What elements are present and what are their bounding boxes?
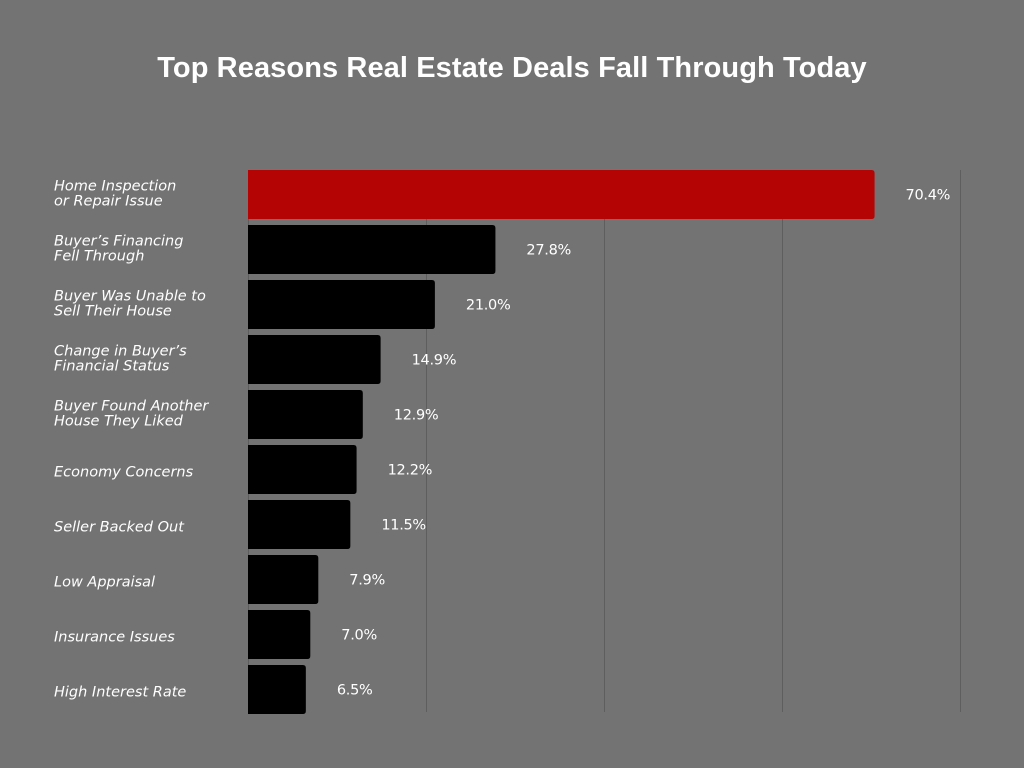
category-label: Seller Backed Out [54, 520, 185, 536]
category-label-line: Fell Through [54, 249, 144, 265]
category-label: Economy Concerns [54, 465, 194, 481]
value-label: 6.5% [337, 683, 373, 699]
category-labels: Home Inspection or Repair Issue Buyer’s Fi… [54, 179, 209, 701]
category-label: Buyer’s Financing Fell Through [54, 234, 183, 265]
bar-7 [248, 555, 319, 604]
bar-4 [248, 390, 363, 439]
bar-1 [248, 225, 496, 274]
value-label: 12.9% [394, 408, 439, 424]
category-label-line: House They Liked [54, 414, 184, 430]
category-label-line: Change in Buyer’s [54, 344, 187, 360]
value-label: 7.9% [349, 573, 385, 589]
category-label-line: Financial Status [54, 359, 170, 375]
category-label: Change in Buyer’s Financial Status [54, 344, 187, 375]
bar-8 [248, 610, 311, 659]
bar-0 [248, 170, 875, 219]
bar-6 [248, 500, 351, 549]
category-label-line: Buyer’s Financing [54, 234, 183, 250]
category-label: Buyer Was Unable to Sell Their House [54, 289, 206, 320]
category-label: High Interest Rate [54, 685, 186, 701]
value-label: 14.9% [412, 353, 457, 369]
bar-3 [248, 335, 381, 384]
value-label: 7.0% [341, 628, 377, 644]
category-label: Insurance Issues [54, 630, 175, 646]
value-label: 21.0% [466, 298, 511, 314]
chart-title: Top Reasons Real Estate Deals Fall Throu… [157, 52, 867, 84]
category-label-line: Buyer Found Another [54, 399, 209, 415]
value-labels: 70.4% 27.8% 21.0% 14.9% 12.9% 12.2% 11.5% 7.9% 7… [337, 188, 951, 699]
value-label: 27.8% [526, 243, 571, 259]
category-label-line: Sell Their House [54, 304, 172, 320]
bar-2 [248, 280, 435, 329]
category-label: Home Inspection or Repair Issue [54, 179, 176, 210]
category-label-line: Buyer Was Unable to [54, 289, 206, 305]
value-label: 11.5% [381, 518, 426, 534]
category-label-line: Home Inspection [54, 179, 176, 195]
category-label: Low Appraisal [54, 575, 155, 591]
bar-5 [248, 445, 357, 494]
value-label: 12.2% [388, 463, 433, 479]
category-label: Buyer Found Another House They Liked [54, 399, 209, 430]
bars [248, 170, 875, 714]
bar-9 [248, 665, 306, 714]
value-label: 70.4% [906, 188, 951, 204]
category-label-line: or Repair Issue [54, 194, 163, 210]
